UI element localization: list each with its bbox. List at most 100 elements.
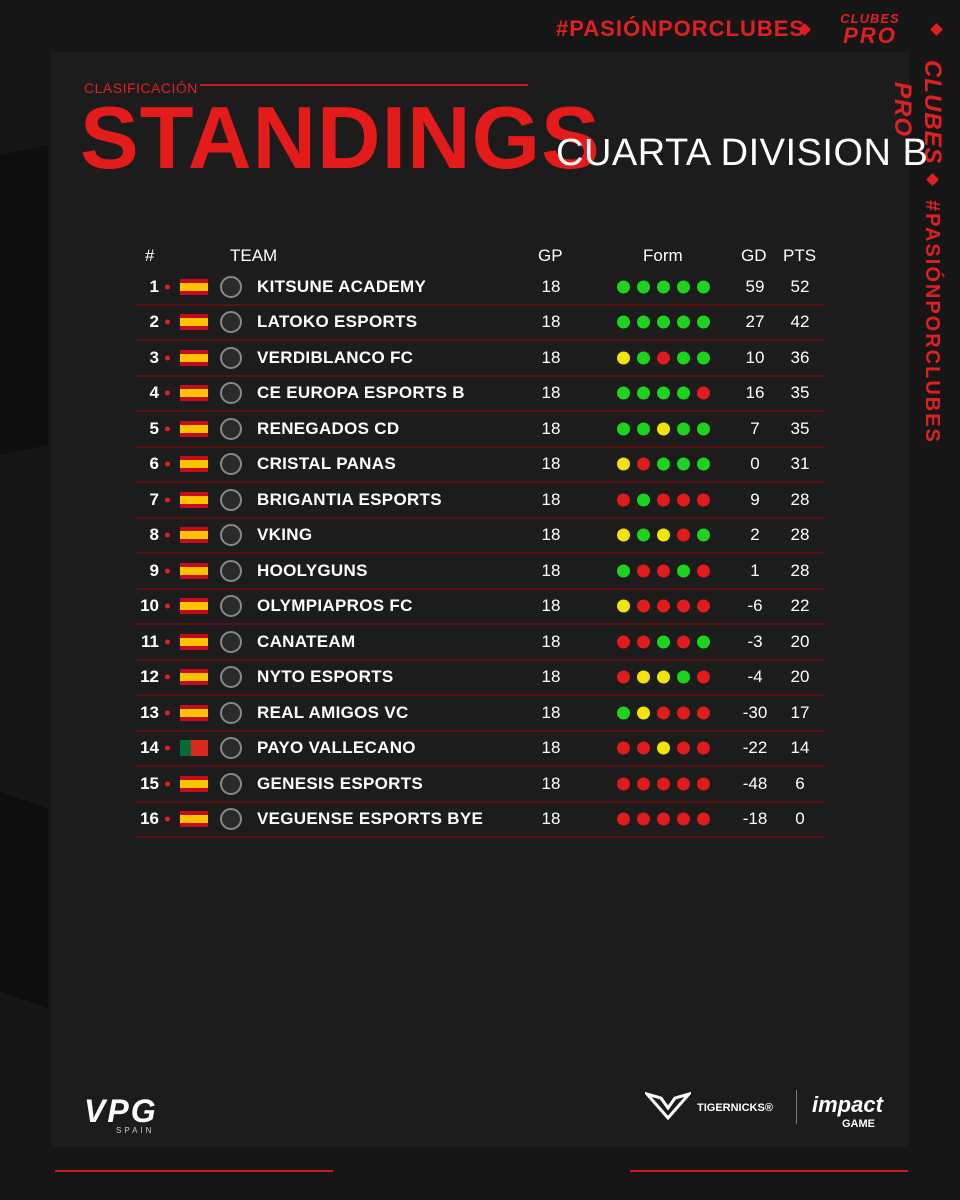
col-pos: # <box>145 246 155 265</box>
row-position: 5 <box>149 418 159 438</box>
goal-difference: 0 <box>750 454 760 474</box>
form-dot <box>637 315 650 329</box>
sponsor-separator <box>796 1090 797 1124</box>
form-dot <box>657 706 670 720</box>
form-indicator <box>617 812 710 826</box>
form-dot <box>657 493 670 507</box>
bullet-icon <box>165 603 170 609</box>
form-dot <box>697 564 710 578</box>
page-title: STANDINGS <box>80 88 601 187</box>
bullet-icon <box>165 674 170 680</box>
team-name: VEGUENSE ESPORTS BYE <box>257 809 484 829</box>
table-row: 9 HOOLYGUNS 18 1 28 <box>135 554 825 590</box>
bullet-icon <box>165 461 170 467</box>
form-dot <box>677 386 690 400</box>
form-dot <box>677 635 690 649</box>
row-position: 3 <box>149 347 159 367</box>
form-dot <box>617 528 630 542</box>
bullet-icon <box>165 426 170 432</box>
points: 28 <box>790 560 810 580</box>
team-name: KITSUNE ACADEMY <box>257 276 427 296</box>
form-dot <box>677 777 690 791</box>
table-row: 15 GENESIS ESPORTS 18 -48 6 <box>135 767 825 803</box>
goal-difference: 7 <box>750 418 760 438</box>
genesis-crest-icon <box>220 772 242 795</box>
form-dot <box>657 422 670 436</box>
row-position: 13 <box>140 702 159 722</box>
form-dot <box>697 706 710 720</box>
footer-divider <box>630 1170 908 1172</box>
team-name: VERDIBLANCO FC <box>257 347 414 367</box>
canateam-crest-icon <box>220 630 242 653</box>
table-row: 12 NYTO ESPORTS 18 -4 20 <box>135 661 825 696</box>
col-form: Form <box>643 246 683 265</box>
goal-difference: -22 <box>742 738 768 758</box>
form-indicator <box>617 422 710 436</box>
goal-difference: -4 <box>747 667 763 687</box>
form-dot <box>697 493 710 507</box>
brigantia-crest-icon <box>220 488 242 511</box>
form-dot <box>657 812 670 826</box>
tigernicks-logo: TIGERNICKS® <box>697 1102 773 1114</box>
form-dot <box>697 315 710 329</box>
form-dot <box>657 351 670 365</box>
form-dot <box>697 386 710 400</box>
games-played: 18 <box>541 809 561 829</box>
table-row: 6 CRISTAL PANAS 18 0 31 <box>135 448 825 483</box>
goal-difference: 9 <box>750 489 760 509</box>
form-indicator <box>617 457 710 471</box>
table-row: 14 PAYO VALLECANO 18 -22 14 <box>135 732 825 767</box>
spain-flag-icon <box>180 704 208 721</box>
form-dot <box>657 741 670 755</box>
form-dot <box>637 493 650 507</box>
games-played: 18 <box>541 454 561 474</box>
goal-difference: 1 <box>750 560 760 580</box>
table-row: 7 BRIGANTIA ESPORTS 18 9 28 <box>135 483 825 519</box>
points: 20 <box>790 667 810 687</box>
games-played: 18 <box>541 418 561 438</box>
form-dot <box>677 706 690 720</box>
col-team: TEAM <box>230 246 278 265</box>
form-indicator <box>617 741 710 755</box>
vpg-logo-sub: SPAIN <box>116 1126 155 1135</box>
team-name: GENESIS ESPORTS <box>257 773 424 793</box>
form-indicator <box>617 670 710 684</box>
form-dot <box>677 670 690 684</box>
form-dot <box>697 422 710 436</box>
bullet-icon <box>165 639 170 645</box>
row-position: 2 <box>149 312 159 332</box>
bullet-icon <box>165 497 170 503</box>
form-dot <box>697 777 710 791</box>
form-dot <box>637 280 650 294</box>
bullet-icon <box>165 745 170 751</box>
form-dot <box>697 741 710 755</box>
form-dot <box>697 635 710 649</box>
form-dot <box>637 351 650 365</box>
spain-flag-icon <box>180 314 208 331</box>
form-dot <box>677 741 690 755</box>
team-name: BRIGANTIA ESPORTS <box>257 489 442 509</box>
spain-flag-icon <box>180 420 208 437</box>
form-indicator <box>617 315 710 329</box>
points: 28 <box>790 525 810 545</box>
form-dot <box>637 706 650 720</box>
games-played: 18 <box>541 276 561 296</box>
form-dot <box>657 670 670 684</box>
bullet-icon <box>165 816 170 822</box>
row-position: 12 <box>140 667 159 687</box>
diamond-icon <box>926 173 939 186</box>
row-position: 11 <box>141 631 159 651</box>
panas-crest-icon <box>220 453 242 476</box>
points: 42 <box>790 312 810 332</box>
table-row: 11 CANATEAM 18 -3 20 <box>135 625 825 661</box>
table-row: 13 REAL AMIGOS VC 18 -30 17 <box>135 696 825 732</box>
form-dot <box>617 812 630 826</box>
form-dot <box>697 457 710 471</box>
form-dot <box>637 422 650 436</box>
spain-flag-icon <box>180 527 208 544</box>
background-texture <box>0 144 48 456</box>
vpg-logo: VPG <box>84 1093 158 1129</box>
bullet-icon <box>165 390 170 396</box>
verdiblanco-crest-icon <box>220 346 242 369</box>
spain-flag-icon <box>180 775 208 792</box>
